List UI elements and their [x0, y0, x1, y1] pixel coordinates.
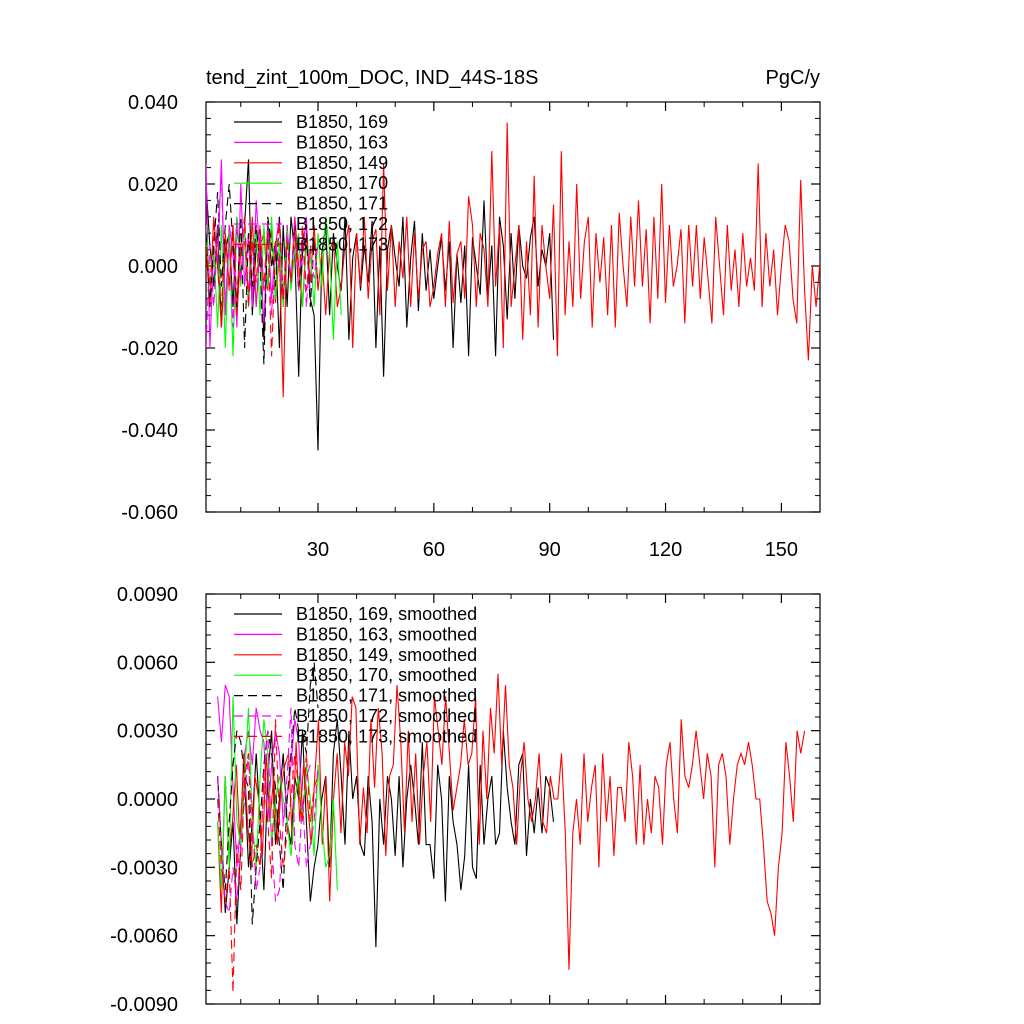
- chart-units: PgC/y: [766, 67, 820, 89]
- series-line-3: [217, 673, 806, 970]
- series-line-7: [206, 216, 319, 357]
- y-tick-label: -0.040: [121, 420, 178, 442]
- legend-label: B1850, 163, smoothed: [296, 624, 477, 644]
- plot-frame: [205, 101, 821, 513]
- legend-label: B1850, 163: [296, 132, 388, 152]
- legend-label: B1850, 173: [296, 234, 388, 254]
- x-tick-label: 30: [307, 539, 329, 561]
- legend-label: B1850, 169: [296, 112, 388, 132]
- legend-label: B1850, 172: [296, 214, 388, 234]
- legend-label: B1850, 170: [296, 173, 388, 193]
- legend-label: B1850, 172, smoothed: [296, 706, 477, 726]
- y-tick-label: 0.0000: [117, 789, 178, 811]
- x-tick-label: 90: [539, 539, 561, 561]
- x-tick-label: 60: [423, 539, 445, 561]
- legend-label: B1850, 173, smoothed: [296, 726, 477, 746]
- y-tick-label: -0.060: [121, 502, 178, 524]
- legend-label: B1850, 170, smoothed: [296, 665, 477, 685]
- legend-label: B1850, 171, smoothed: [296, 686, 477, 706]
- y-tick-label: -0.020: [121, 338, 178, 360]
- series-line-7: [217, 719, 319, 993]
- series-line-1: [206, 159, 555, 451]
- series-line-3: [206, 122, 820, 398]
- y-tick-label: 0.000: [128, 256, 178, 278]
- y-tick-label: 0.020: [128, 174, 178, 196]
- legend-label: B1850, 149: [296, 153, 388, 173]
- chart-title: tend_zint_100m_DOC, IND_44S-18S: [206, 67, 538, 89]
- y-tick-label: 0.0090: [117, 584, 178, 606]
- y-tick-label: 0.0030: [117, 721, 178, 743]
- legend-label: B1850, 171: [296, 194, 388, 214]
- bottom-panel: 0.0090 0.0060 0.0030 0.0000 -0.0030 -0.0060 -0…: [110, 584, 821, 1016]
- y-tick-label: -0.0030: [110, 857, 178, 879]
- series-line-6: [217, 707, 319, 914]
- x-tick-label: 150: [765, 539, 798, 561]
- y-tick-label: -0.0090: [110, 994, 178, 1016]
- top-panel: 0.040 0.020 0.000 -0.020 -0.040 -0.060 30 60 90 1…: [121, 92, 821, 561]
- series-line-2: [217, 684, 311, 868]
- legend-label: B1850, 169, smoothed: [296, 604, 477, 624]
- series-line-4: [217, 696, 338, 891]
- x-tick-label: 120: [649, 539, 682, 561]
- legend-label: B1850, 149, smoothed: [296, 645, 477, 665]
- y-tick-label: 0.040: [128, 92, 178, 114]
- y-tick-label: 0.0060: [117, 652, 178, 674]
- y-tick-label: -0.0060: [110, 926, 178, 948]
